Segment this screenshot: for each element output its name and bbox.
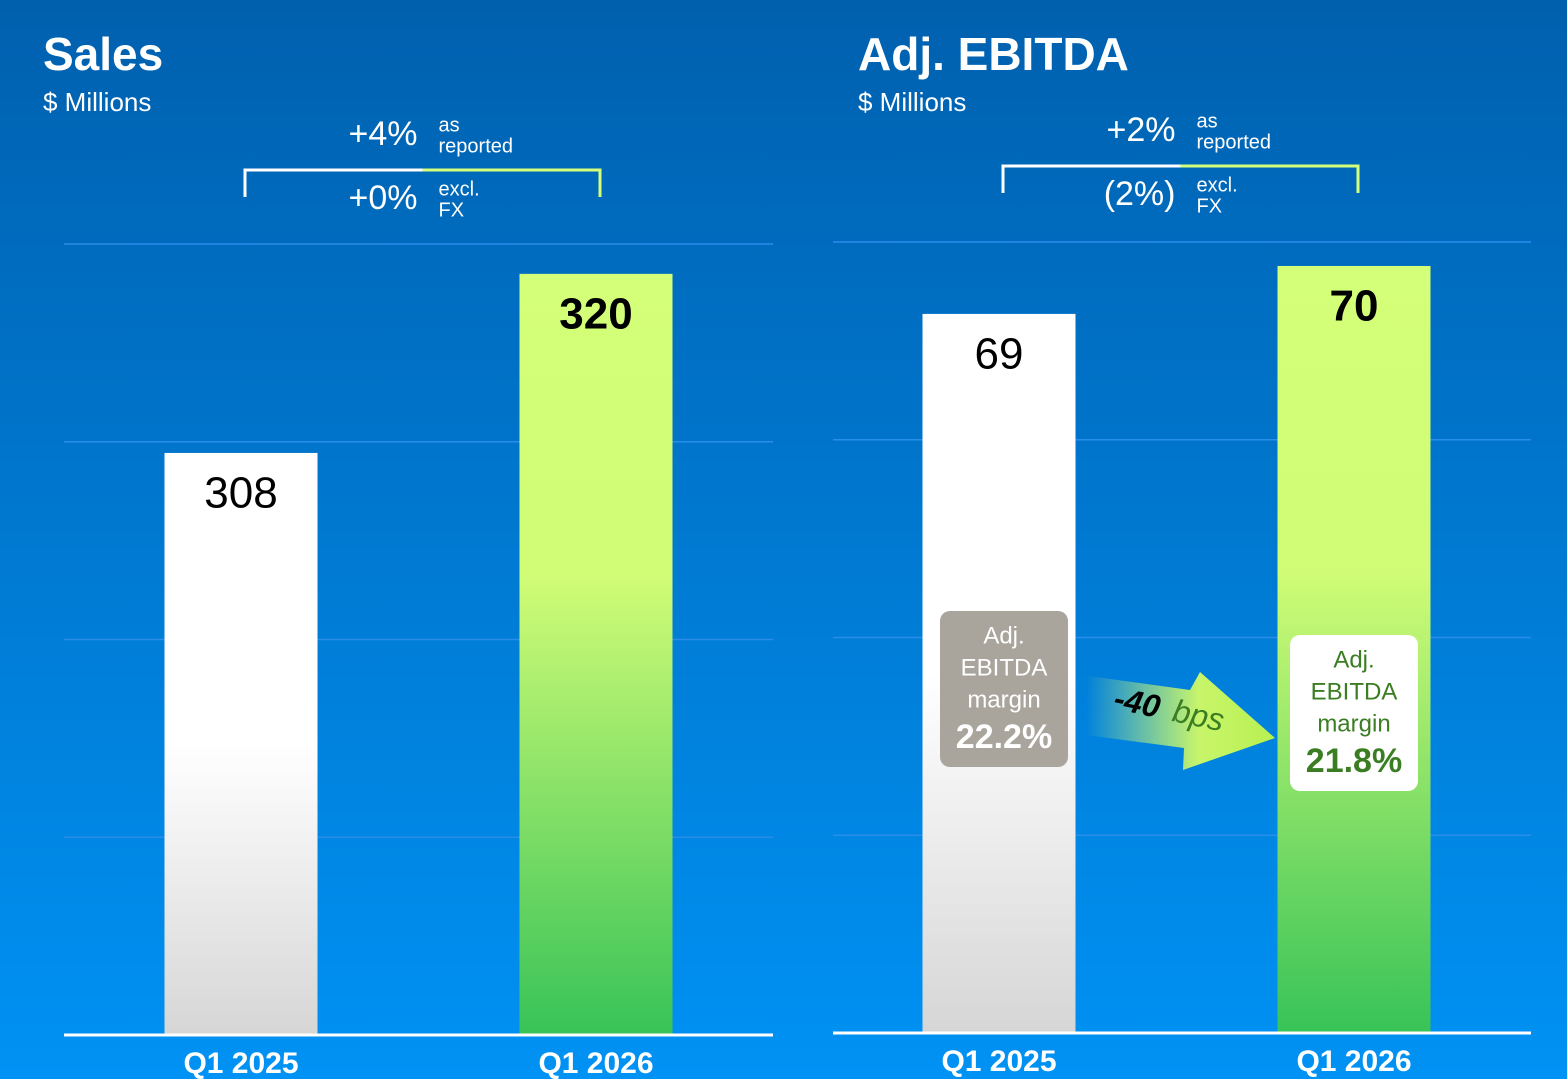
growth-value: +2%: [1107, 111, 1176, 149]
x-tick-label: Q1 2026: [1296, 1045, 1411, 1078]
margin-box: [1290, 635, 1418, 791]
value-label: 70: [1330, 282, 1379, 331]
bracket: [1001, 164, 1181, 193]
growth-value: +4%: [349, 115, 418, 153]
chart-title: Adj. EBITDA: [858, 28, 1129, 80]
growth-note: reported: [1197, 131, 1272, 153]
chart-subtitle: $ Millions: [43, 87, 151, 117]
x-tick-label: Q1 2026: [538, 1047, 653, 1079]
margin-label: Adj.: [1333, 646, 1374, 673]
bracket: [1180, 164, 1360, 193]
chart-title: Sales: [43, 28, 163, 80]
growth-value: +0%: [349, 179, 418, 217]
x-tick-label: Q1 2025: [941, 1045, 1056, 1078]
bar: [164, 452, 318, 1036]
growth-note: FX: [1197, 195, 1223, 217]
growth-note: as: [1197, 110, 1218, 132]
margin-label: Adj.: [983, 622, 1024, 649]
value-label: 69: [975, 330, 1024, 379]
growth-note: excl.: [439, 178, 480, 200]
growth-note: FX: [439, 199, 465, 221]
margin-value: 21.8%: [1306, 742, 1402, 780]
margin-arrow: [1086, 672, 1275, 770]
growth-note: reported: [439, 135, 514, 157]
margin-label: EBITDA: [1311, 678, 1398, 705]
growth-note: as: [439, 114, 460, 136]
bracket: [243, 168, 423, 197]
value-label: 320: [559, 289, 632, 338]
margin-label: EBITDA: [961, 654, 1048, 681]
margin-box: [940, 611, 1068, 767]
bar: [519, 273, 673, 1035]
margin-value: 22.2%: [956, 718, 1052, 756]
x-tick-label: Q1 2025: [183, 1047, 298, 1079]
growth-value: (2%): [1104, 175, 1176, 213]
margin-label: margin: [967, 686, 1040, 713]
margin-label: margin: [1317, 710, 1390, 737]
value-label: 308: [204, 469, 277, 518]
bracket: [422, 168, 602, 197]
chart-subtitle: $ Millions: [858, 87, 966, 117]
growth-note: excl.: [1197, 174, 1238, 196]
